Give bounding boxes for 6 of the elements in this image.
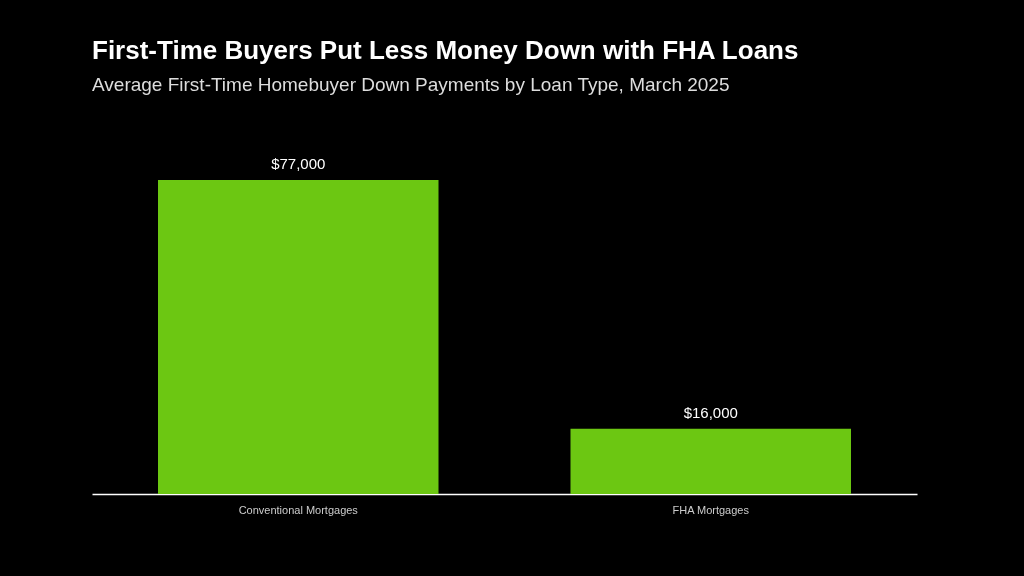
chart-subtitle: Average First-Time Homebuyer Down Payments by Loan Type, March 2025 (92, 74, 730, 95)
x-tick-label: Conventional Mortgages (238, 503, 359, 516)
data-label: $77,000 (271, 155, 326, 172)
chart-title: First-Time Buyers Put Less Money Down with FHA Loans (92, 35, 799, 65)
x-tick-label: FHA Mortgages (672, 503, 750, 516)
data-label: $16,000 (683, 403, 738, 421)
